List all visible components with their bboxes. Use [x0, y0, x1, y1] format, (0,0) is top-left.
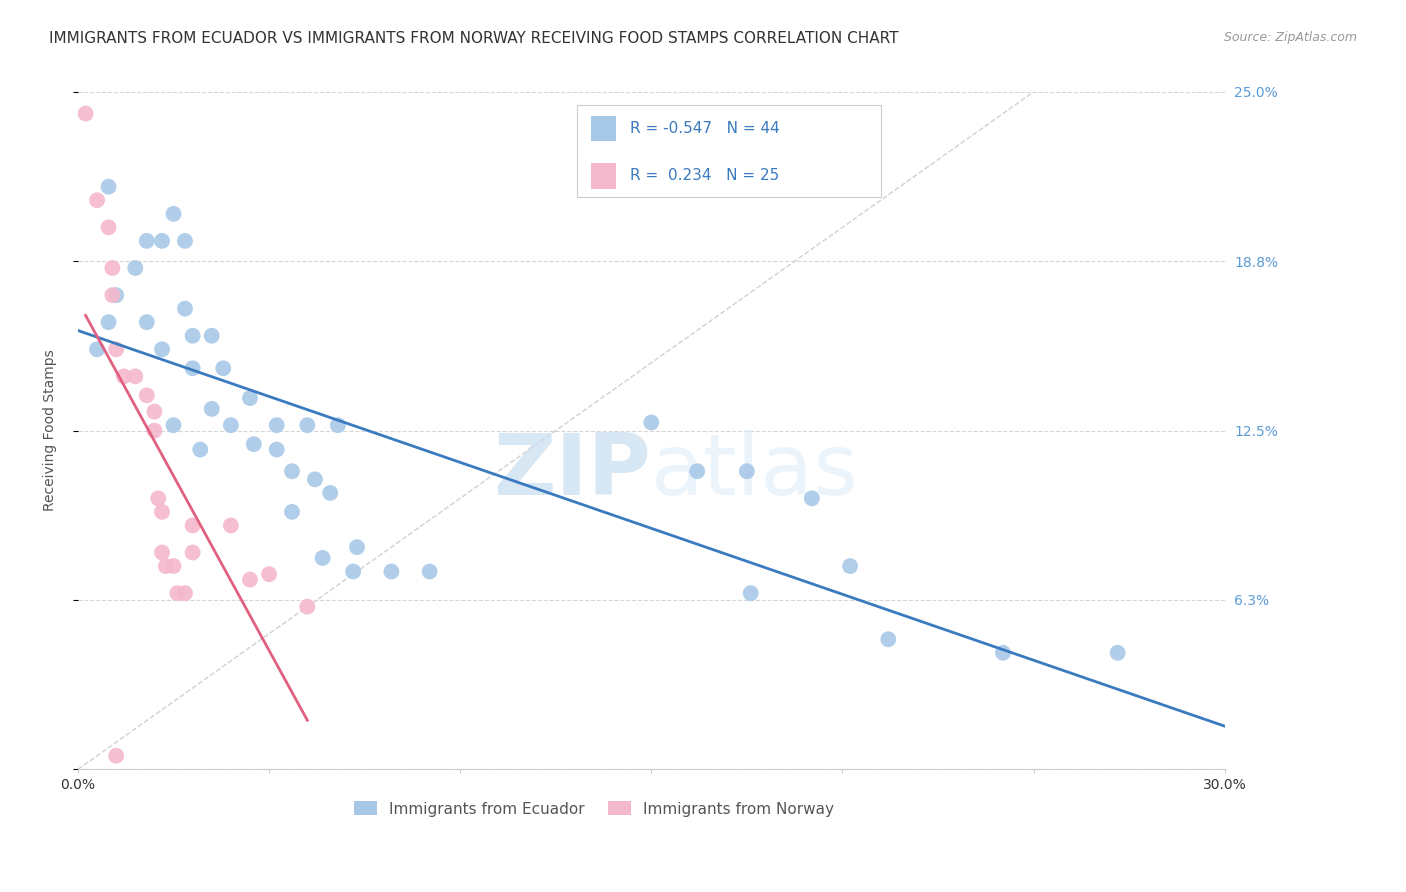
- Point: [105, 343, 128, 357]
- Point: [150, 505, 173, 519]
- Point: [155, 559, 177, 574]
- Point: [86, 193, 108, 207]
- Point: [162, 559, 184, 574]
- Point: [162, 418, 184, 433]
- Point: [877, 632, 900, 647]
- Point: [150, 343, 173, 357]
- Point: [342, 565, 364, 579]
- Point: [112, 369, 135, 384]
- Point: [735, 464, 758, 478]
- Point: [86, 343, 108, 357]
- Point: [1107, 646, 1129, 660]
- Point: [257, 567, 280, 582]
- Point: [124, 369, 146, 384]
- Point: [101, 260, 124, 275]
- Point: [419, 565, 441, 579]
- Point: [319, 486, 342, 500]
- Point: [181, 328, 204, 343]
- Point: [991, 646, 1014, 660]
- Point: [101, 288, 124, 302]
- Point: [97, 220, 120, 235]
- Point: [326, 418, 349, 433]
- Text: Source: ZipAtlas.com: Source: ZipAtlas.com: [1223, 31, 1357, 45]
- Text: R = -0.547   N = 44: R = -0.547 N = 44: [630, 121, 779, 136]
- Point: [124, 260, 146, 275]
- Point: [311, 550, 333, 565]
- Point: [105, 748, 128, 763]
- Point: [640, 416, 662, 430]
- Text: R =  0.234   N = 25: R = 0.234 N = 25: [630, 169, 779, 184]
- Point: [150, 545, 173, 559]
- Point: [201, 328, 224, 343]
- Point: [150, 234, 173, 248]
- Point: [686, 464, 709, 478]
- Point: [380, 565, 402, 579]
- Point: [266, 418, 288, 433]
- Point: [148, 491, 170, 506]
- Point: [188, 442, 211, 457]
- Point: [212, 361, 235, 376]
- Point: [97, 179, 120, 194]
- Legend: Immigrants from Ecuador, Immigrants from Norway: Immigrants from Ecuador, Immigrants from…: [347, 796, 839, 822]
- Point: [181, 545, 204, 559]
- Point: [135, 315, 157, 329]
- Point: [143, 424, 166, 438]
- FancyBboxPatch shape: [591, 163, 616, 189]
- Point: [281, 505, 304, 519]
- Point: [219, 418, 242, 433]
- Point: [75, 106, 97, 120]
- Text: ZIP: ZIP: [494, 430, 651, 513]
- Point: [135, 234, 157, 248]
- Point: [135, 388, 157, 402]
- Point: [839, 559, 862, 574]
- Point: [201, 401, 224, 416]
- Text: IMMIGRANTS FROM ECUADOR VS IMMIGRANTS FROM NORWAY RECEIVING FOOD STAMPS CORRELAT: IMMIGRANTS FROM ECUADOR VS IMMIGRANTS FR…: [49, 31, 898, 46]
- Point: [181, 518, 204, 533]
- Point: [346, 540, 368, 554]
- Point: [281, 464, 304, 478]
- Point: [297, 418, 319, 433]
- Point: [181, 361, 204, 376]
- Point: [239, 391, 262, 405]
- Point: [174, 301, 197, 316]
- Point: [143, 404, 166, 418]
- FancyBboxPatch shape: [591, 116, 616, 141]
- Point: [297, 599, 319, 614]
- Point: [239, 573, 262, 587]
- Point: [243, 437, 266, 451]
- Point: [174, 586, 197, 600]
- Point: [162, 207, 184, 221]
- FancyBboxPatch shape: [576, 105, 880, 197]
- Text: atlas: atlas: [651, 430, 859, 513]
- Point: [105, 288, 128, 302]
- Point: [266, 442, 288, 457]
- Point: [174, 234, 197, 248]
- Point: [304, 472, 326, 486]
- Point: [219, 518, 242, 533]
- Point: [166, 586, 188, 600]
- Point: [740, 586, 762, 600]
- Point: [800, 491, 823, 506]
- Y-axis label: Receiving Food Stamps: Receiving Food Stamps: [44, 350, 58, 511]
- Point: [97, 315, 120, 329]
